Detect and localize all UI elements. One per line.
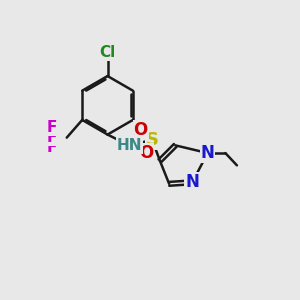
Text: O: O	[134, 121, 148, 139]
Text: N: N	[201, 144, 214, 162]
Text: N: N	[185, 173, 199, 191]
Text: F: F	[47, 140, 57, 155]
Text: F: F	[47, 130, 57, 145]
Text: S: S	[146, 131, 159, 149]
Text: HN: HN	[116, 138, 142, 153]
Text: Cl: Cl	[99, 45, 116, 60]
Text: O: O	[139, 144, 153, 162]
Text: F: F	[47, 120, 57, 135]
